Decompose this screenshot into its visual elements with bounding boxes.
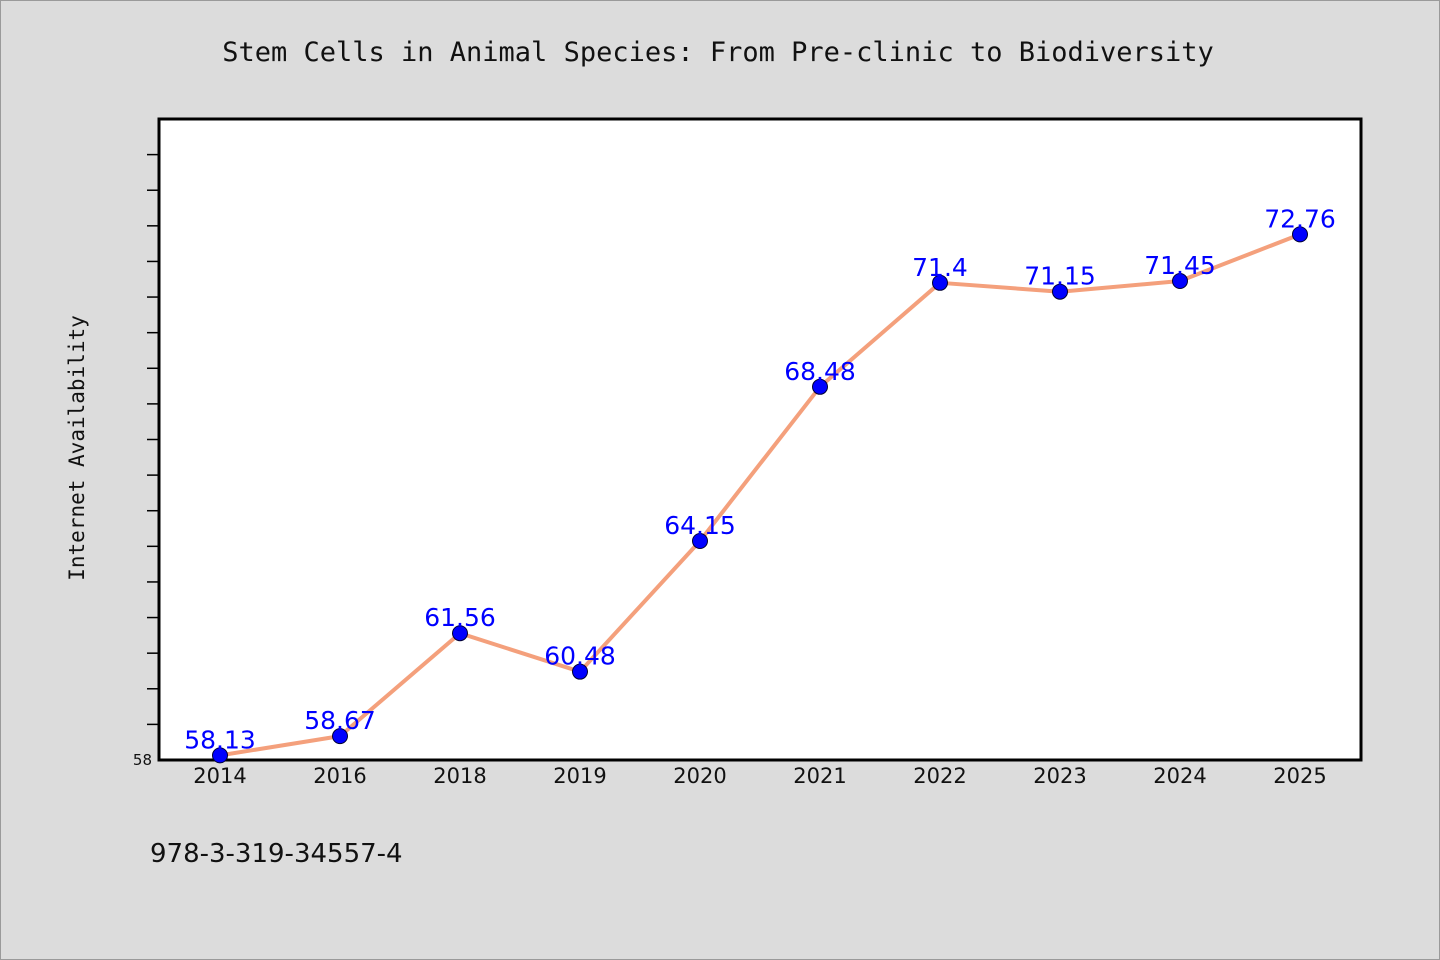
x-tick-label: 2023 (1033, 764, 1086, 788)
y-axis-label: Internet Availability (65, 315, 89, 581)
series-line-group (219, 232, 1301, 758)
data-point-marker (1052, 283, 1068, 300)
data-point-marker (452, 625, 468, 642)
y-tick-label: 58 (133, 751, 152, 769)
x-tick-label: 2025 (1273, 764, 1326, 788)
series-line (219, 232, 1301, 758)
data-label: 68.48 (784, 357, 856, 386)
x-tick-label: 2021 (793, 764, 846, 788)
data-point-marker (572, 663, 588, 680)
x-tick-label: 2024 (1153, 764, 1206, 788)
data-point-marker (212, 747, 228, 764)
x-tick-label: 2019 (553, 764, 606, 788)
data-label: 64.15 (664, 511, 736, 540)
data-point-marker (1292, 226, 1308, 243)
data-point-marker (692, 532, 708, 549)
plot-area (157, 117, 1363, 762)
x-axis-ticks: 2014 2016 2018 2019 2020 2021 2022 2023 2024 2025 (193, 764, 1326, 788)
data-point-marker (1172, 273, 1188, 290)
x-tick-label: 2018 (433, 764, 486, 788)
data-label: 58.67 (304, 706, 376, 735)
data-point-marker (812, 378, 828, 395)
data-label: 60.48 (544, 642, 616, 671)
marker-group (212, 226, 1308, 764)
footer-isbn: 978-3-319-34557-4 (150, 839, 403, 869)
data-label: 71.45 (1144, 251, 1216, 280)
y-axis-ticks: 58 (133, 153, 159, 769)
data-label: 71.15 (1024, 262, 1096, 291)
x-tick-label: 2014 (193, 764, 246, 788)
x-tick-label: 2016 (313, 764, 366, 788)
data-label: 58.13 (184, 725, 256, 754)
data-point-marker (932, 274, 948, 291)
data-point-marker (332, 728, 348, 745)
chart-title: Stem Cells in Animal Species: From Pre-c… (222, 37, 1214, 68)
data-label: 71.4 (912, 253, 968, 282)
data-label: 61.56 (424, 603, 496, 632)
data-label-group: 58.13 58.67 61.56 60.48 64.15 68.48 71.4 71.15 7… (184, 204, 1336, 754)
x-tick-label: 2020 (673, 764, 726, 788)
x-tick-label: 2022 (913, 764, 966, 788)
data-label: 72.76 (1264, 204, 1336, 233)
